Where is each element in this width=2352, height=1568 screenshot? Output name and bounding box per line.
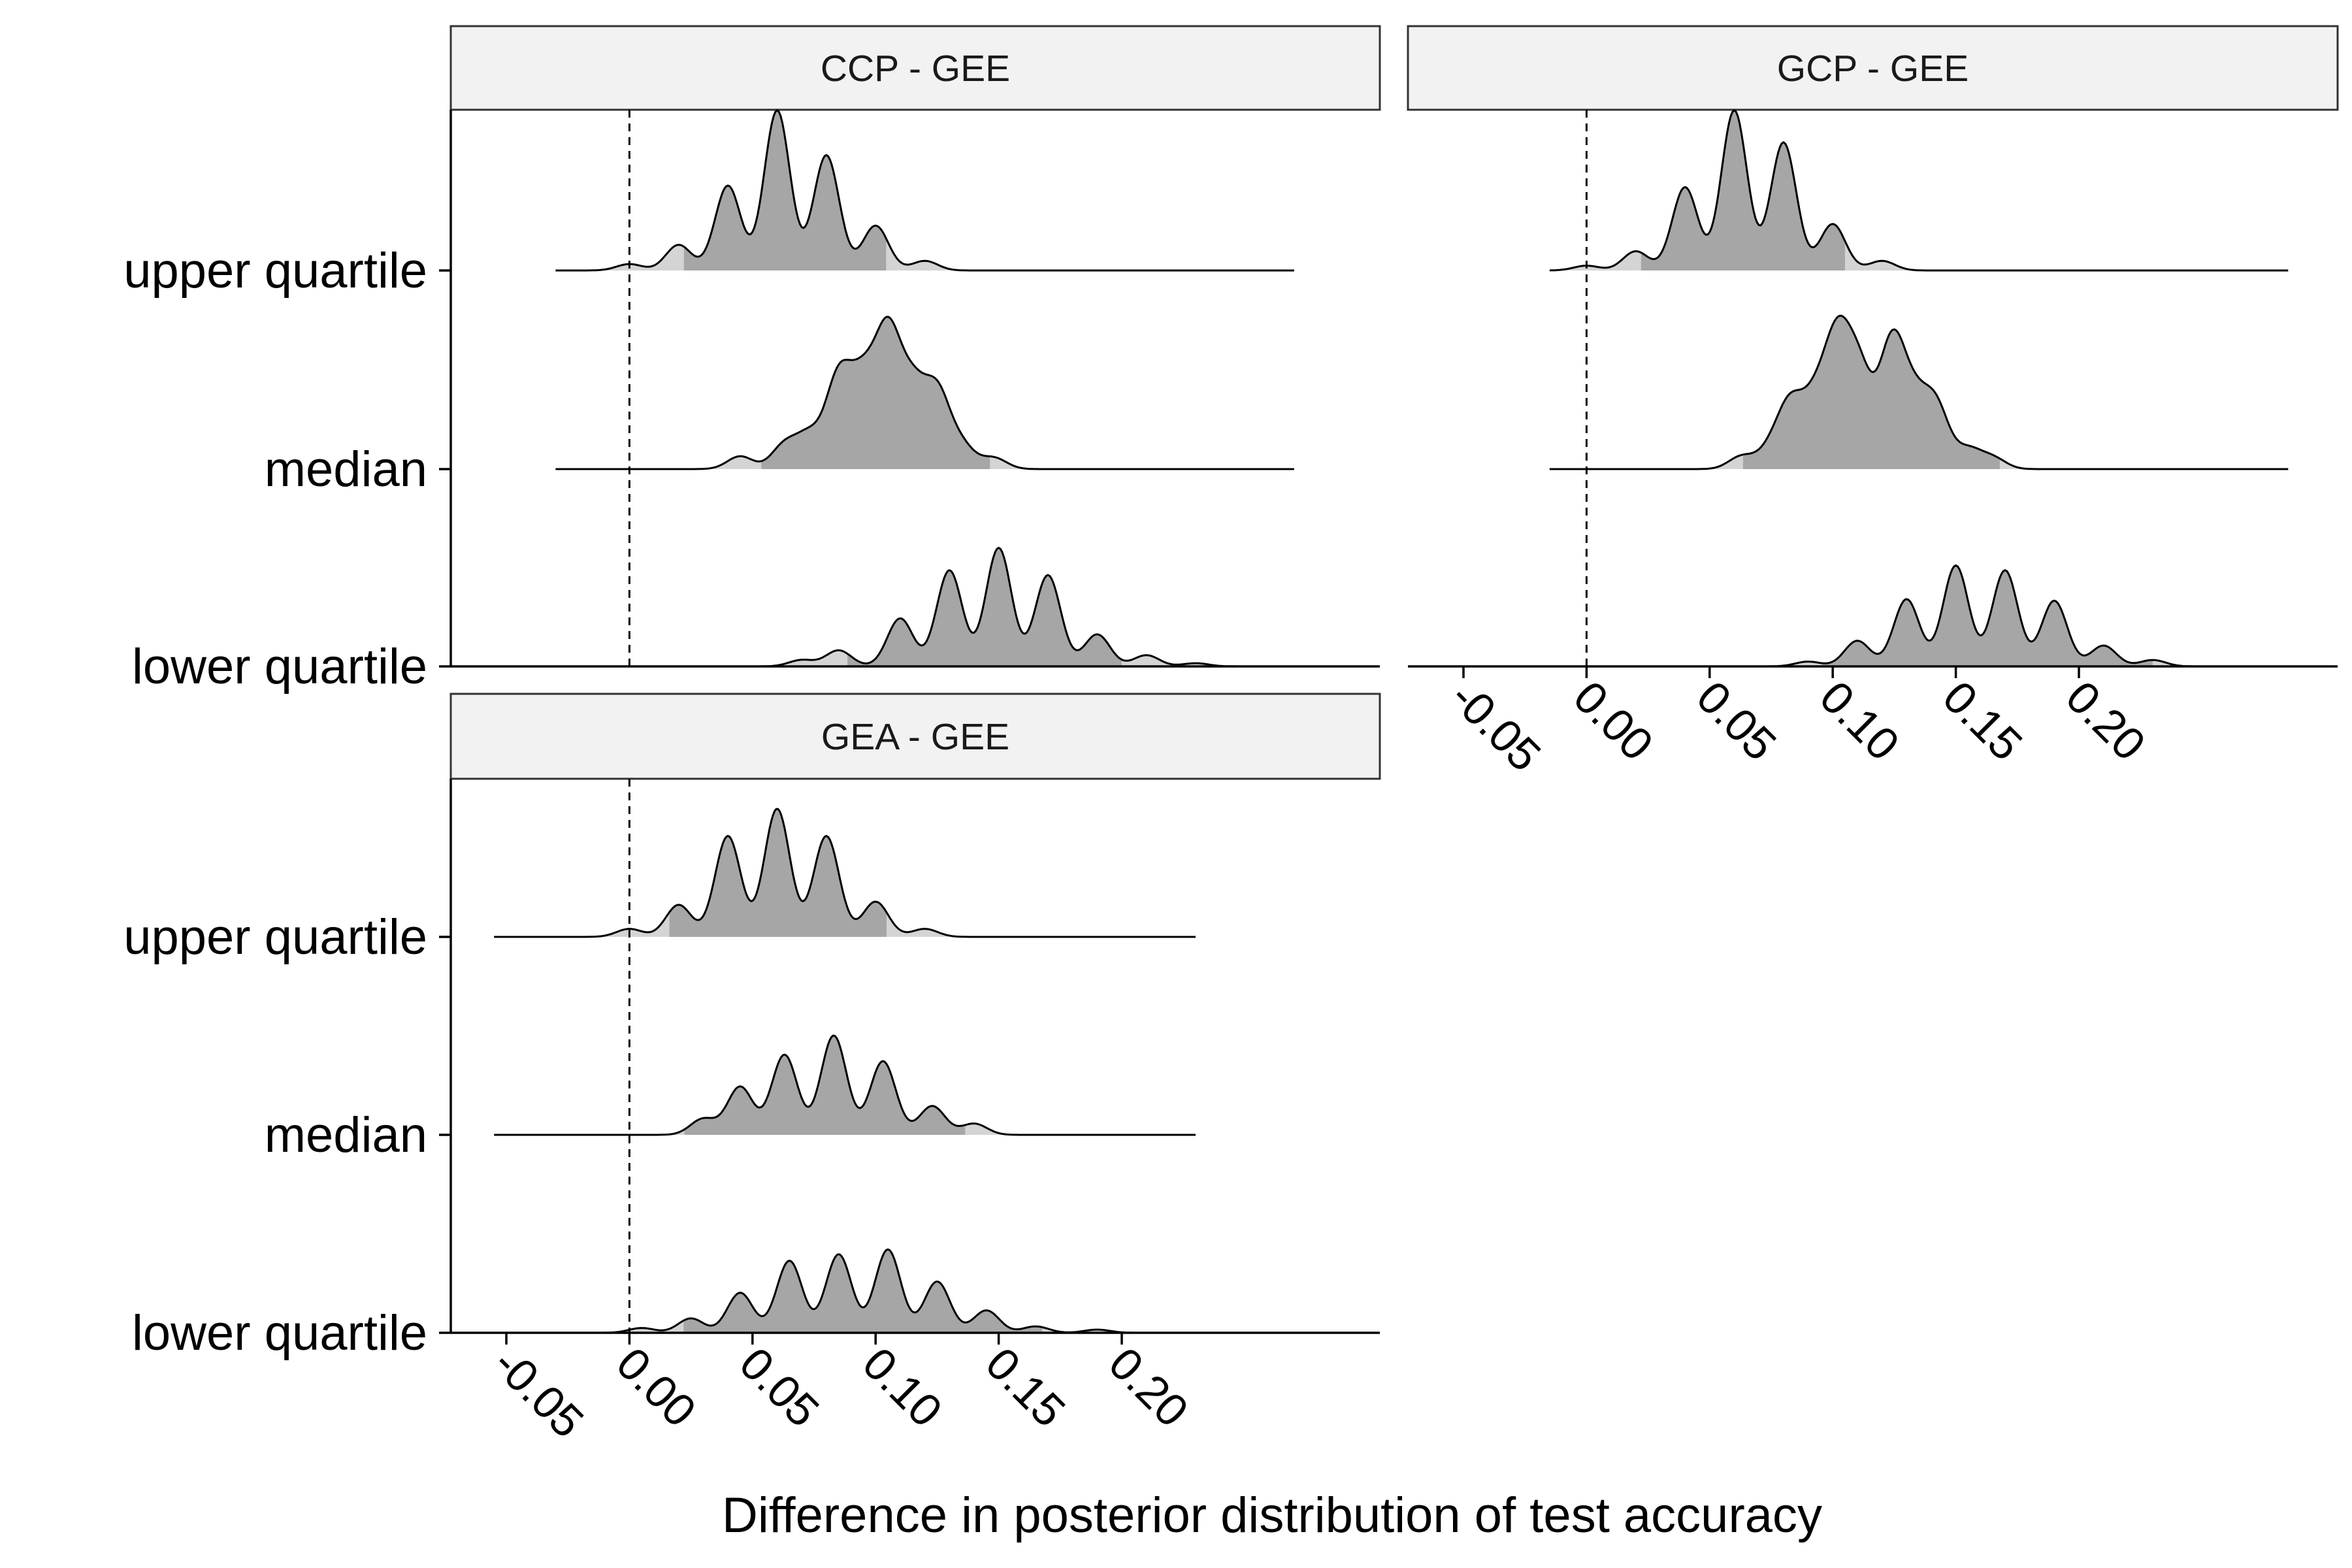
- ridge-interval-area: [761, 316, 990, 469]
- facet-strip: [449, 693, 1381, 780]
- x-tick-label: -0.05: [483, 1337, 593, 1447]
- ridge-outline: [555, 1248, 1147, 1334]
- x-tick-label: 0.20: [2056, 671, 2155, 770]
- ridge-upper-quartile: [494, 808, 1196, 938]
- ridge-interval-area: [1822, 565, 2153, 666]
- y-tick-label: lower quartile: [132, 639, 427, 694]
- ridge-interval-area: [684, 1036, 966, 1135]
- facet-panel: GCP - GEE -0.05 0.00 0.05 0.10 0.15 0.20: [1407, 25, 2339, 781]
- ridge-upper-quartile: [555, 108, 1294, 272]
- y-tick-label: median: [265, 1107, 427, 1163]
- facet-strip: [1407, 25, 2339, 111]
- ridge-outline: [1549, 108, 2289, 272]
- ridge-outline: [555, 316, 1294, 470]
- ridge-outline: [555, 108, 1294, 272]
- facet-panel: GEA - GEE upper quartile median lower quart…: [123, 693, 1381, 1447]
- ridge-interval-area: [683, 1249, 1043, 1333]
- facet-title: GCP - GEE: [1777, 48, 1969, 90]
- y-tick-label: lower quartile: [132, 1305, 427, 1361]
- facet-title: CCP - GEE: [821, 48, 1010, 90]
- ridge-outline: [1549, 314, 2289, 470]
- x-tick-label: 0.00: [1564, 671, 1663, 770]
- ridge-lower-quartile: [555, 1248, 1147, 1334]
- ridge-lower-quartile: [555, 546, 1294, 668]
- y-tick-label: upper quartile: [123, 243, 427, 299]
- ridge-lower-quartile: [1549, 564, 2289, 668]
- ridge-upper-quartile: [1549, 108, 2289, 272]
- x-tick-label: 0.05: [1687, 671, 1786, 770]
- ridge-outline: [494, 1034, 1196, 1136]
- ridge-tail-area: [1549, 110, 2289, 270]
- ridge-interval-area: [683, 110, 887, 270]
- x-tick-label: 0.15: [1933, 671, 2032, 770]
- ridge-outline: [494, 808, 1196, 938]
- x-tick-label: 0.05: [730, 1337, 828, 1436]
- facet-panel: CCP - GEE upper quartile median lower quart…: [123, 25, 1381, 694]
- y-tick-label: upper quartile: [123, 909, 427, 965]
- y-tick-label: median: [265, 442, 427, 497]
- x-tick-label: 0.15: [976, 1337, 1075, 1436]
- x-tick-label: 0.10: [853, 1337, 952, 1436]
- x-tick-label: 0.00: [607, 1337, 706, 1436]
- ridge-median: [555, 316, 1294, 470]
- ridge-median: [494, 1034, 1196, 1136]
- x-tick-label: 0.20: [1099, 1337, 1198, 1436]
- x-tick-label: -0.05: [1441, 671, 1550, 781]
- ridge-interval-area: [1641, 110, 1845, 270]
- ridge-median: [1549, 314, 2289, 470]
- ridge-interval-area: [669, 809, 887, 937]
- ridge-interval-area: [1742, 316, 2000, 469]
- x-tick-label: 0.10: [1810, 671, 1909, 770]
- ridge-interval-area: [847, 547, 1122, 666]
- facet-title: GEA - GEE: [821, 716, 1009, 758]
- x-axis-title: Difference in posterior distribution of …: [722, 1488, 1822, 1543]
- facet-strip: [449, 25, 1381, 111]
- ridge-tail-area: [555, 110, 1294, 270]
